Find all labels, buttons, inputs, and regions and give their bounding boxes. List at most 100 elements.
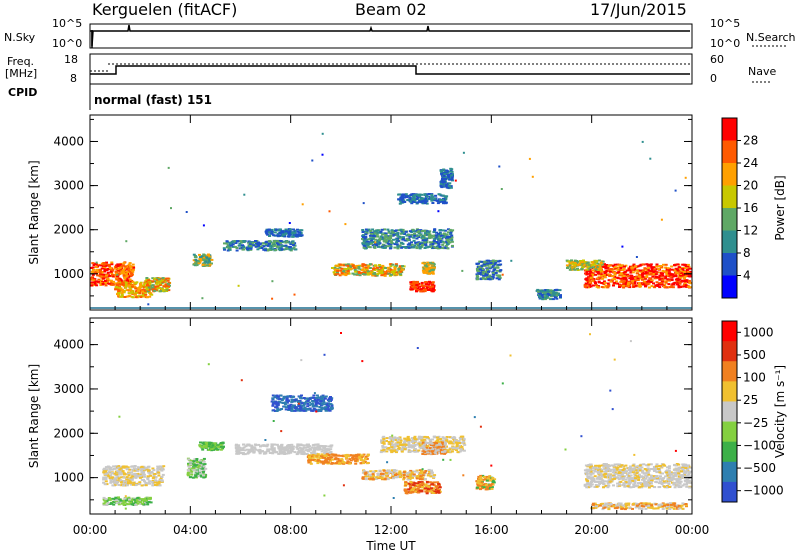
echo-cell [391, 469, 394, 472]
echo-cell [493, 268, 497, 271]
echo-cell [235, 249, 239, 252]
echo-cell [204, 474, 208, 477]
echo-cell [647, 269, 651, 272]
echo-cell [186, 469, 190, 471]
echo-cell [158, 286, 162, 289]
echo-cell [485, 276, 489, 279]
echo-cell [361, 237, 364, 240]
echo-cell [485, 274, 489, 277]
echo-cell [360, 456, 364, 459]
echo-cell [631, 284, 635, 287]
echo-cell [151, 277, 155, 280]
echo-cell [241, 453, 245, 456]
echo-cell [427, 285, 431, 288]
echo-cell [568, 261, 572, 264]
echo-cell [409, 194, 413, 197]
echo-cell [340, 459, 344, 462]
echo-cell [273, 450, 277, 453]
echo-cell [633, 282, 637, 285]
echo-cell [127, 474, 131, 477]
echo-cell [676, 279, 680, 282]
echo-cell [252, 446, 256, 449]
echo-cell [377, 240, 381, 243]
echo-cell [153, 280, 157, 283]
echo-cell [384, 239, 388, 242]
echo-cell [233, 245, 237, 248]
echo-cell [373, 232, 377, 235]
echo-cell [374, 238, 378, 241]
echo-cell [296, 230, 300, 233]
echo-cell [613, 273, 617, 276]
echo-cell [144, 293, 148, 296]
echo-cell [661, 274, 664, 277]
echo-cell [104, 498, 108, 501]
echo-cell [257, 244, 261, 247]
echo-cell [498, 276, 502, 279]
echo-cell [298, 405, 301, 408]
echo-cell [375, 240, 379, 243]
echo-cell [419, 241, 423, 244]
echo-cell [141, 473, 145, 476]
echo-cell [115, 482, 119, 485]
echo-cell [146, 465, 150, 468]
echo-cell [363, 461, 367, 463]
echo-cell [342, 267, 346, 270]
echo-cell [384, 238, 387, 241]
echo-cell [402, 476, 406, 479]
echo-cell [647, 279, 651, 282]
echo-cell [199, 257, 202, 260]
echo-cell [192, 460, 196, 463]
echo-cell [119, 476, 123, 479]
echo-cell [102, 263, 106, 266]
echo-cell [111, 484, 115, 487]
echo-cell [117, 290, 121, 292]
echo-cell [323, 403, 326, 406]
echo-cell [358, 274, 362, 277]
echo-cell [390, 270, 394, 273]
echo-cell [479, 271, 482, 274]
echo-cell [434, 194, 438, 197]
echo-cell [314, 403, 318, 406]
echo-cell [145, 501, 149, 504]
echo-cell [427, 197, 431, 200]
echo-cell [423, 266, 427, 269]
echo-cell [417, 230, 421, 233]
echo-cell [386, 242, 390, 245]
echo-cell [425, 265, 429, 268]
echo-cell [389, 245, 393, 248]
echo-cell [119, 263, 123, 266]
echo-cell [618, 272, 622, 275]
echo-cell [369, 230, 373, 232]
echo-cell [288, 395, 292, 398]
echo-cell [141, 290, 145, 293]
echo-cell [219, 442, 223, 445]
echo-cell [361, 273, 365, 275]
echo-cell [389, 268, 393, 271]
echo-cell [114, 272, 118, 275]
echo-cell [633, 281, 637, 283]
echo-cell [410, 288, 414, 291]
echo-cell [446, 231, 450, 234]
echo-cell [401, 228, 405, 231]
echo-cell [475, 273, 479, 276]
echo-cell [584, 282, 588, 285]
echo-cell [115, 476, 119, 479]
echo-cell [544, 290, 548, 293]
echo-cell [336, 270, 340, 272]
echo-cell [133, 285, 136, 288]
echo-cell [338, 274, 342, 277]
echo-cell [483, 264, 487, 267]
echo-cell [305, 397, 309, 400]
echo-cell [633, 276, 637, 278]
echo-cell [119, 268, 123, 271]
echo-cell [275, 403, 279, 406]
echo-cell [143, 498, 146, 501]
echo-cell [579, 260, 582, 262]
echo-cell [379, 235, 383, 238]
echo-cell [487, 270, 491, 273]
echo-cell [357, 267, 361, 270]
echo-cell [136, 496, 140, 499]
echo-cell [411, 475, 414, 477]
echo-cell [371, 274, 375, 277]
echo-cell [122, 284, 126, 287]
